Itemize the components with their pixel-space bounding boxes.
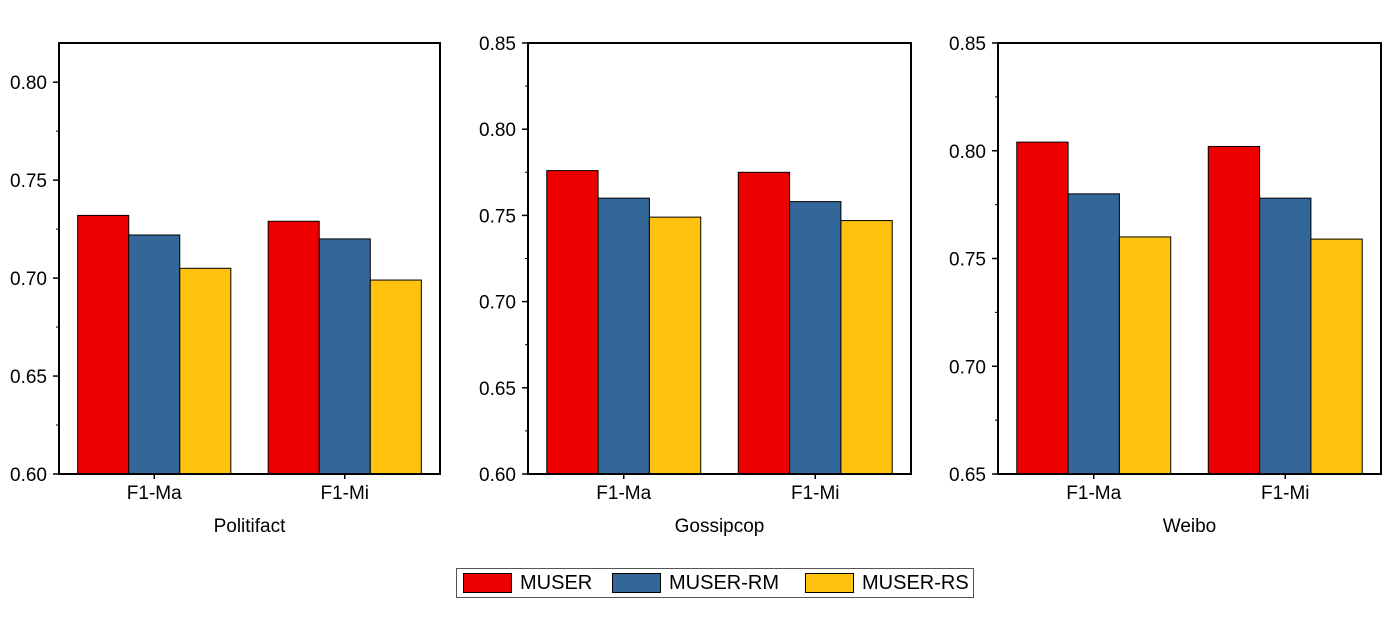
y-tick-label: 0.80 [949,142,986,163]
bar-muser-rm-f1-ma [1067,193,1120,475]
bar-muser-f1-ma [546,170,599,475]
bar-muser-rs-f1-mi [369,279,422,475]
legend-item-muser: MUSER [457,569,606,597]
bar-muser-f1-ma [77,214,130,475]
y-tick-label: 0.85 [479,34,516,55]
x-tick-label: F1-Mi [791,483,840,504]
y-tick-label: 0.75 [479,206,516,227]
bar-muser-rm-f1-mi [1259,197,1312,475]
y-tick-label: 0.70 [949,357,986,378]
y-tick-label: 0.85 [949,34,986,55]
x-tick-label: F1-Mi [1261,483,1310,504]
legend-label-muser: MUSER [520,571,593,594]
y-tick-label: 0.80 [10,73,47,94]
y-tick-label: 0.75 [949,250,986,271]
y-tick-label: 0.60 [479,465,516,486]
y-tick-label: 0.65 [10,367,47,388]
bar-muser-rm-f1-mi [318,238,371,475]
bar-muser-f1-mi [1207,145,1261,475]
bar-muser-rs-f1-mi [1310,238,1363,475]
chart-panel-3: F1-Ma F1-Mi 0.65 0.70 0.75 0.80 0.85 Weibo [949,34,1382,537]
chart-legend: MUSER MUSER-RM MUSER-RS [456,568,974,598]
y-tick-label: 0.75 [10,171,47,192]
x-tick-label: F1-Ma [127,483,182,504]
x-axis-label: Politifact [214,516,287,537]
legend-item-muser-rs: MUSER-RS [799,569,969,597]
x-axis-label: Weibo [1163,516,1217,537]
bar-muser-rm-f1-ma [597,197,650,475]
legend-swatch-muser-rm [612,573,661,593]
bar-muser-f1-ma [1016,141,1069,475]
bar-muser-rs-f1-mi [840,220,893,475]
x-tick-label: F1-Ma [596,483,651,504]
y-tick-label: 0.70 [479,293,516,314]
y-tick-label: 0.65 [949,465,986,486]
x-axis-label: Gossipcop [675,516,765,537]
y-tick-label: 0.60 [10,465,47,486]
plot-frame [58,42,441,475]
bar-muser-rs-f1-ma [179,267,232,475]
x-tick-label: F1-Ma [1066,483,1121,504]
y-tick-label: 0.80 [479,120,516,141]
bar-muser-rs-f1-ma [648,216,702,475]
bar-muser-f1-mi [737,171,791,475]
chart-panel-2: F1-Ma F1-Mi 0.60 0.65 0.70 0.75 0.80 0.85 Gossip… [479,34,912,537]
bar-muser-rm-f1-ma [128,234,181,475]
legend-swatch-muser [463,573,512,593]
legend-swatch-muser-rs [805,573,854,593]
y-tick-label: 0.65 [479,379,516,400]
chart-panel-1: F1-Ma F1-Mi 0.60 0.65 0.70 0.75 0.80 Politifact [10,42,441,537]
legend-label-muser-rs: MUSER-RS [862,571,969,594]
x-tick-label: F1-Mi [320,483,369,504]
bar-muser-rs-f1-ma [1118,236,1172,475]
y-tick-label: 0.70 [10,269,47,290]
legend-item-muser-rm: MUSER-RM [606,569,799,597]
bar-muser-f1-mi [267,220,320,475]
bar-muser-rm-f1-mi [789,201,842,475]
legend-label-muser-rm: MUSER-RM [669,571,779,594]
